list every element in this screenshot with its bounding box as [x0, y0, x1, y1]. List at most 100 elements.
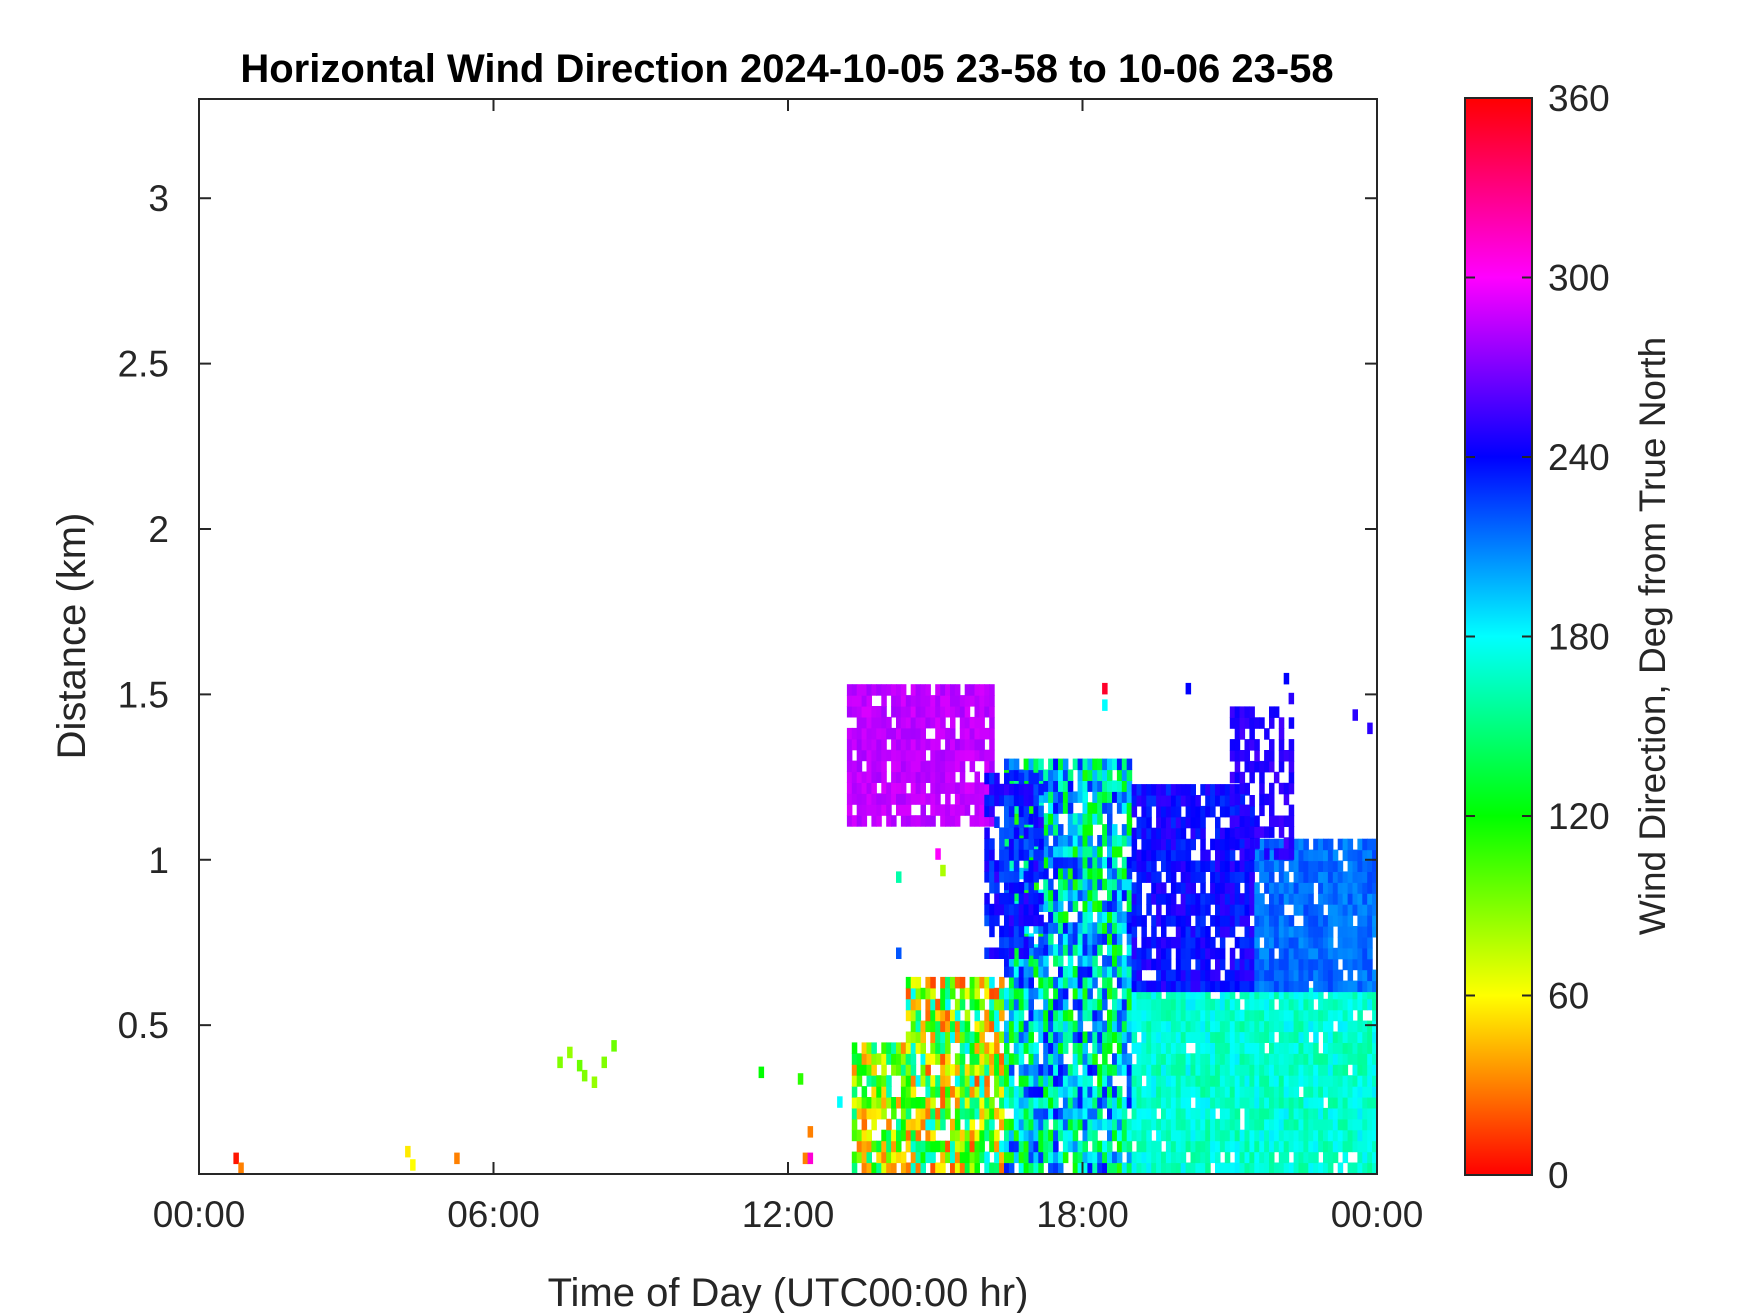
heatmap-cell	[999, 871, 1005, 883]
heatmap-cell	[896, 684, 902, 696]
heatmap-cell	[905, 1129, 912, 1142]
heatmap-cell	[1131, 1129, 1138, 1142]
heatmap-cell	[1239, 848, 1246, 860]
heatmap-cell	[1121, 1140, 1128, 1153]
heatmap-cell	[959, 1064, 966, 1076]
heatmap-cell	[1082, 922, 1088, 934]
x-tick-label: 12:00	[742, 1194, 835, 1235]
heatmap-cell	[1170, 838, 1177, 851]
heatmap-cell	[1269, 750, 1275, 762]
heatmap-cell	[1352, 849, 1358, 862]
heatmap-cell	[1273, 1064, 1280, 1076]
data-point	[837, 1096, 843, 1108]
heatmap-cell	[999, 1107, 1005, 1120]
heatmap-cell	[1357, 1031, 1363, 1043]
heatmap-cell	[1347, 1053, 1354, 1065]
heatmap-cell	[1043, 922, 1049, 934]
heatmap-cell	[999, 1075, 1005, 1087]
heatmap-cell	[1234, 771, 1241, 784]
heatmap-cell	[1298, 936, 1304, 949]
heatmap-cell	[1013, 987, 1020, 1000]
heatmap-cell	[1293, 871, 1300, 883]
heatmap-cell	[1058, 1162, 1064, 1174]
heatmap-cell	[1053, 758, 1059, 771]
heatmap-cell	[871, 706, 877, 718]
heatmap-cell	[940, 1053, 946, 1065]
heatmap-cell	[1161, 1075, 1167, 1087]
heatmap-cell	[905, 1140, 912, 1153]
heatmap-cell	[1053, 1086, 1059, 1098]
heatmap-cell	[866, 1151, 872, 1164]
heatmap-cell	[1023, 1097, 1030, 1109]
heatmap-cell	[1357, 871, 1363, 883]
heatmap-cell	[1298, 893, 1304, 905]
heatmap-cell	[1219, 980, 1226, 993]
heatmap-cell	[866, 706, 872, 718]
heatmap-cell	[856, 1140, 863, 1153]
heatmap-cell	[891, 1053, 897, 1065]
heatmap-cell	[964, 1086, 971, 1098]
heatmap-cell	[1033, 1009, 1039, 1022]
heatmap-cell	[1072, 889, 1079, 902]
heatmap-cell	[1023, 813, 1030, 825]
heatmap-cell	[1033, 966, 1039, 978]
heatmap-cell	[1092, 1118, 1098, 1131]
heatmap-cell	[1367, 1064, 1373, 1076]
heatmap-cell	[1288, 1129, 1295, 1142]
heatmap-cell	[1151, 1075, 1157, 1087]
heatmap-cell	[1165, 1020, 1172, 1033]
heatmap-cell	[1278, 1118, 1285, 1131]
heatmap-cell	[1175, 1097, 1182, 1109]
heatmap-cell	[1327, 936, 1334, 949]
heatmap-cell	[851, 782, 858, 794]
heatmap-cell	[954, 1031, 961, 1043]
heatmap-cell	[984, 1064, 990, 1076]
heatmap-cell	[1288, 1031, 1295, 1043]
heatmap-cell	[1146, 1129, 1152, 1142]
heatmap-cell	[900, 1097, 907, 1109]
heatmap-cell	[1229, 849, 1236, 862]
heatmap-cell	[1018, 1129, 1025, 1142]
heatmap-cell	[1082, 998, 1088, 1011]
heatmap-cell	[1264, 987, 1270, 1000]
heatmap-cell	[1234, 980, 1241, 993]
heatmap-cell	[1023, 1020, 1030, 1033]
heatmap-cell	[1200, 936, 1206, 949]
heatmap-cell	[1082, 1107, 1088, 1120]
heatmap-cell	[915, 695, 922, 707]
heatmap-cell	[1269, 1107, 1275, 1120]
heatmap-cell	[1234, 1053, 1241, 1065]
heatmap-cell	[1337, 882, 1344, 894]
heatmap-cell	[1028, 1151, 1034, 1164]
heatmap-cell	[1229, 1118, 1236, 1131]
heatmap-cell	[1239, 1140, 1246, 1153]
heatmap-cell	[979, 782, 985, 794]
heatmap-cell	[1165, 980, 1172, 993]
heatmap-cell	[1195, 969, 1201, 982]
heatmap-cell	[1288, 1020, 1295, 1033]
heatmap-cell	[905, 1031, 912, 1043]
heatmap-cell	[1165, 904, 1172, 916]
heatmap-cell	[925, 760, 931, 773]
heatmap-cell	[1283, 969, 1290, 982]
heatmap-cell	[1205, 1151, 1211, 1164]
heatmap-cell	[905, 1064, 912, 1076]
heatmap-cell	[1121, 911, 1128, 923]
heatmap-cell	[974, 1075, 980, 1087]
heatmap-cell	[1180, 1097, 1187, 1109]
heatmap-cell	[940, 1086, 946, 1098]
heatmap-cell	[1004, 816, 1010, 828]
heatmap-cell	[1136, 1118, 1142, 1131]
heatmap-cell	[1342, 893, 1349, 905]
heatmap-cell	[1200, 1086, 1206, 1098]
heatmap-cell	[1278, 871, 1285, 883]
heatmap-cell	[1077, 1020, 1084, 1033]
heatmap-cell	[1229, 771, 1236, 784]
heatmap-cell	[1205, 1129, 1211, 1142]
heatmap-cell	[1121, 1107, 1128, 1120]
heatmap-cell	[1357, 1097, 1363, 1109]
heatmap-cell	[1327, 860, 1334, 872]
heatmap-cell	[1205, 958, 1211, 971]
heatmap-cell	[900, 716, 907, 729]
heatmap-cell	[1342, 936, 1349, 949]
